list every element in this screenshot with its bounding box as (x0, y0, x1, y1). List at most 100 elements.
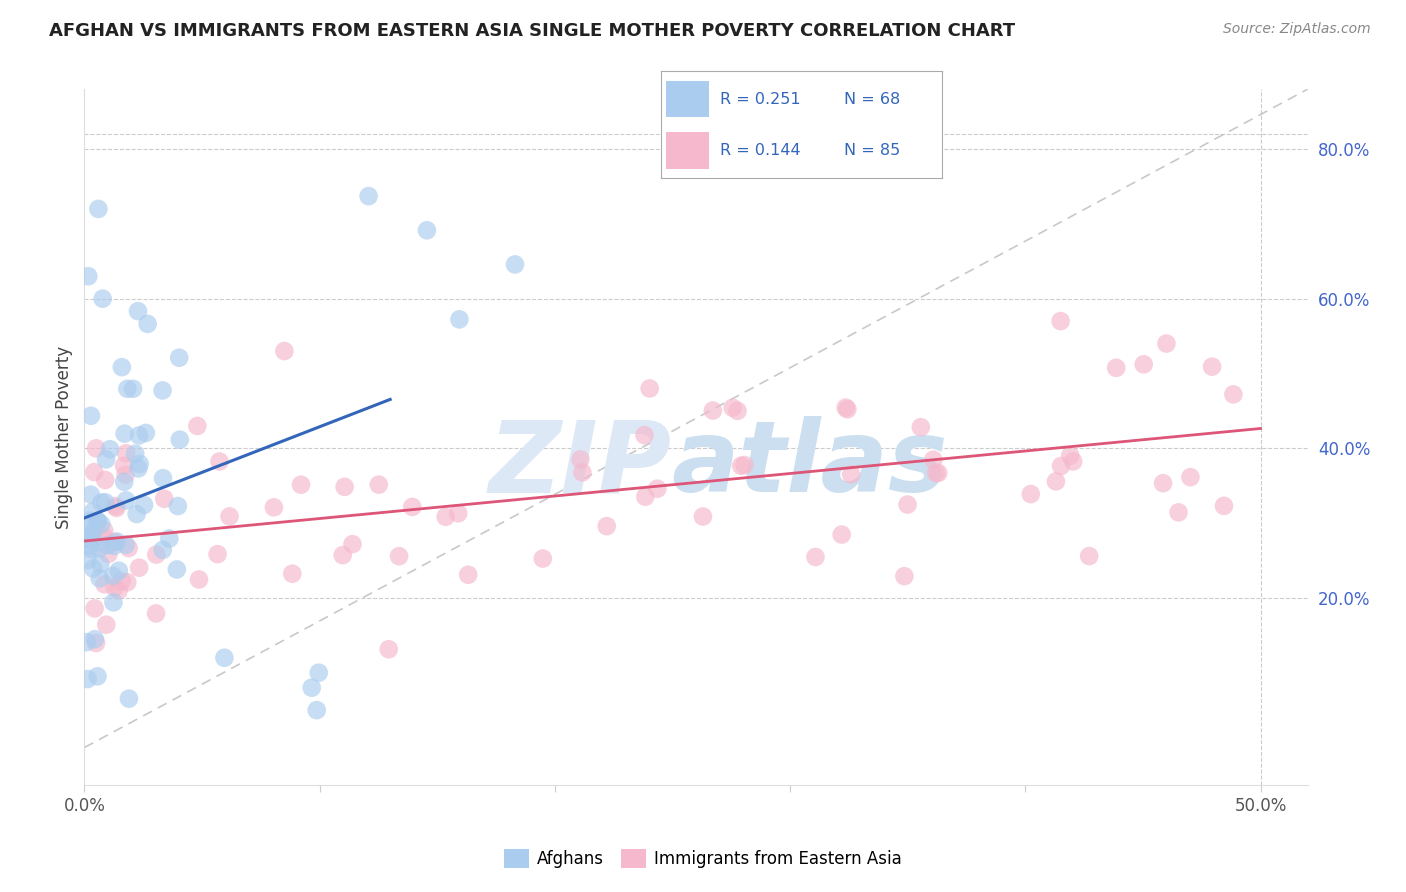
Point (87, 202, 110, 216)
Point (128, 457, 150, 471)
Point (152, 471, 174, 485)
FancyBboxPatch shape (666, 81, 709, 118)
Point (127, 304, 149, 318)
Point (94, 473, 117, 487)
Point (136, 317, 159, 331)
Point (124, 447, 146, 461)
Point (804, 549, 827, 564)
Point (692, 509, 714, 524)
Point (1049, 314, 1071, 328)
Point (79, 538, 101, 552)
Point (1078, 549, 1101, 563)
Point (103, 595, 125, 609)
Point (86, 514, 108, 528)
Text: AFGHAN VS IMMIGRANTS FROM EASTERN ASIA SINGLE MOTHER POVERTY CORRELATION CHART: AFGHAN VS IMMIGRANTS FROM EASTERN ASIA S… (49, 22, 1015, 40)
Point (207, 547, 229, 561)
Point (114, 426, 136, 441)
Point (1059, 449, 1081, 463)
FancyBboxPatch shape (666, 132, 709, 169)
Point (188, 573, 211, 587)
Y-axis label: Single Mother Poverty: Single Mother Poverty (55, 345, 73, 529)
Point (831, 527, 853, 541)
Point (927, 466, 949, 480)
Point (117, 575, 139, 590)
Point (1201, 359, 1223, 374)
Point (569, 452, 592, 467)
Point (835, 401, 858, 415)
Point (152, 384, 174, 398)
Point (910, 420, 932, 434)
Point (208, 454, 231, 468)
Point (83, 465, 105, 479)
Point (114, 467, 136, 482)
Point (167, 499, 190, 513)
Point (332, 548, 354, 562)
Point (145, 548, 167, 562)
Point (273, 344, 295, 359)
Point (93, 577, 115, 591)
Point (702, 403, 724, 417)
Text: R = 0.251: R = 0.251 (720, 92, 800, 107)
Point (84, 636, 107, 650)
Point (125, 507, 148, 521)
Point (1050, 458, 1073, 473)
Point (128, 428, 150, 442)
Point (90, 495, 112, 509)
Point (447, 506, 470, 520)
Point (896, 498, 918, 512)
Point (103, 581, 125, 595)
Point (89, 571, 111, 585)
Point (401, 500, 423, 514)
Point (186, 419, 208, 434)
Point (86, 669, 108, 683)
Point (434, 509, 457, 524)
Point (290, 477, 312, 491)
Point (111, 574, 134, 588)
Point (76, 522, 98, 536)
Point (103, 534, 125, 549)
Point (416, 223, 439, 237)
Point (571, 466, 593, 480)
Point (105, 534, 128, 549)
Point (91, 292, 114, 306)
Point (80, 487, 103, 501)
Point (1019, 487, 1042, 501)
Point (1167, 505, 1189, 519)
Point (1132, 357, 1154, 371)
Point (449, 312, 471, 326)
Point (727, 404, 749, 418)
Point (1045, 475, 1067, 489)
Point (117, 382, 139, 396)
Point (76, 553, 98, 567)
Point (922, 452, 945, 467)
Point (101, 569, 124, 583)
Text: Source: ZipAtlas.com: Source: ZipAtlas.com (1223, 22, 1371, 37)
Point (77, 533, 100, 547)
Point (127, 461, 149, 475)
Point (89, 541, 111, 556)
Point (84, 442, 107, 456)
Text: N = 68: N = 68 (844, 92, 900, 107)
Point (115, 446, 138, 460)
Point (107, 583, 129, 598)
Point (721, 401, 744, 415)
Point (531, 551, 554, 566)
Point (86, 514, 108, 528)
Point (84, 632, 107, 647)
Point (79, 514, 101, 528)
Point (1152, 476, 1174, 491)
Point (80, 542, 103, 557)
Point (76, 635, 98, 649)
Point (103, 539, 125, 553)
Point (167, 351, 190, 365)
Point (152, 542, 174, 557)
Point (633, 428, 655, 442)
Point (218, 509, 240, 524)
Point (342, 537, 364, 551)
Point (1222, 387, 1244, 401)
Point (128, 560, 150, 574)
Point (153, 491, 176, 506)
Point (214, 650, 236, 665)
Point (169, 433, 191, 447)
Point (97, 547, 120, 561)
